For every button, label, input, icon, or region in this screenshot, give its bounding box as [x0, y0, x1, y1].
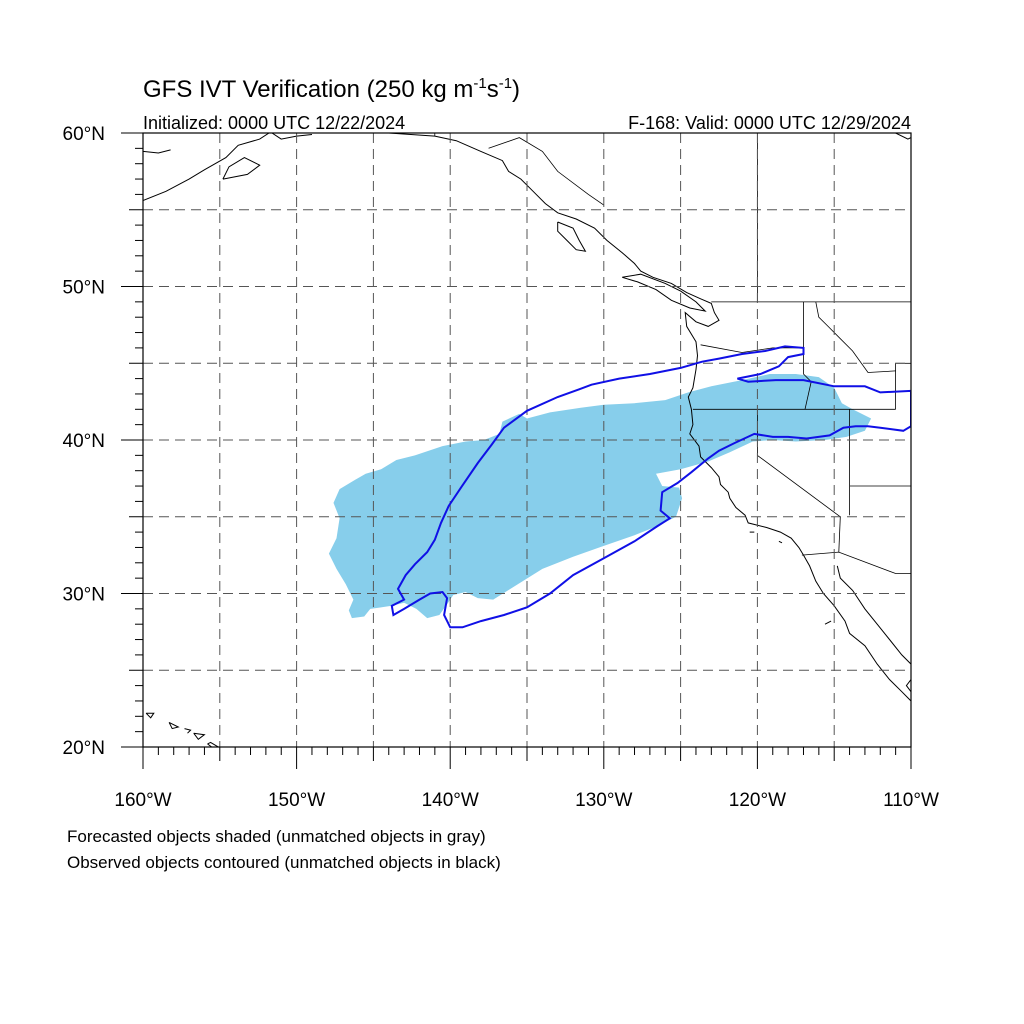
coastline-10 [193, 732, 206, 741]
coastline-1 [143, 149, 171, 154]
coastline-11 [184, 728, 192, 734]
forecast-ivt-object [328, 374, 872, 619]
coastline-2 [222, 157, 261, 180]
boundary-line-1 [488, 137, 605, 206]
coastline-8 [557, 221, 587, 252]
lat-label-40: 40°N [63, 431, 105, 452]
lat-label-20: 20°N [63, 738, 105, 759]
lon-label-160: 160°W [114, 790, 171, 811]
coastline-4 [358, 133, 911, 702]
lat-label-60: 60°N [63, 124, 105, 145]
axis-label-layer: 60°N 50°N 40°N 30°N 20°N 160°W 150°W 140°W 130°W… [63, 124, 939, 811]
coastline-6 [905, 679, 911, 693]
boundary-line-12 [838, 516, 841, 553]
grid-layer [143, 133, 911, 747]
coastline-3 [271, 133, 313, 140]
boundary-line-5 [803, 301, 812, 410]
valid-time: F-168: Valid: 0000 UTC 12/29/2024 [628, 113, 911, 133]
lon-label-140: 140°W [422, 790, 479, 811]
lon-label-130: 130°W [575, 790, 632, 811]
boundary-line-14 [815, 301, 896, 373]
coastline-0 [143, 133, 270, 201]
lon-label-110: 110°W [883, 790, 939, 811]
tick-layer [121, 132, 912, 769]
map-area [143, 133, 911, 747]
coastline-17 [824, 620, 832, 625]
observed-ivt-contour [390, 345, 911, 629]
forecast-layer [328, 374, 872, 619]
coastline-12 [168, 721, 180, 730]
caption-forecast: Forecasted objects shaded (unmatched obj… [67, 827, 486, 846]
lat-label-30: 30°N [63, 585, 105, 606]
caption-observed: Observed objects contoured (unmatched ob… [67, 853, 501, 872]
observed-layer [390, 345, 911, 629]
lon-label-120: 120°W [729, 790, 786, 811]
coastline-5 [836, 565, 911, 665]
boundary-line-13 [801, 551, 911, 574]
lat-label-50: 50°N [63, 278, 105, 299]
coastline-13 [145, 712, 155, 719]
coastline-layer [143, 133, 911, 747]
coastline-16 [778, 540, 783, 544]
coastline-9 [207, 741, 219, 747]
map-title: GFS IVT Verification (250 kg m-1s-1) [143, 75, 520, 103]
coastline-14 [895, 133, 911, 140]
coastline-7 [622, 273, 707, 312]
lon-label-150: 150°W [268, 790, 325, 811]
initialized-time: Initialized: 0000 UTC 12/22/2024 [143, 113, 405, 133]
